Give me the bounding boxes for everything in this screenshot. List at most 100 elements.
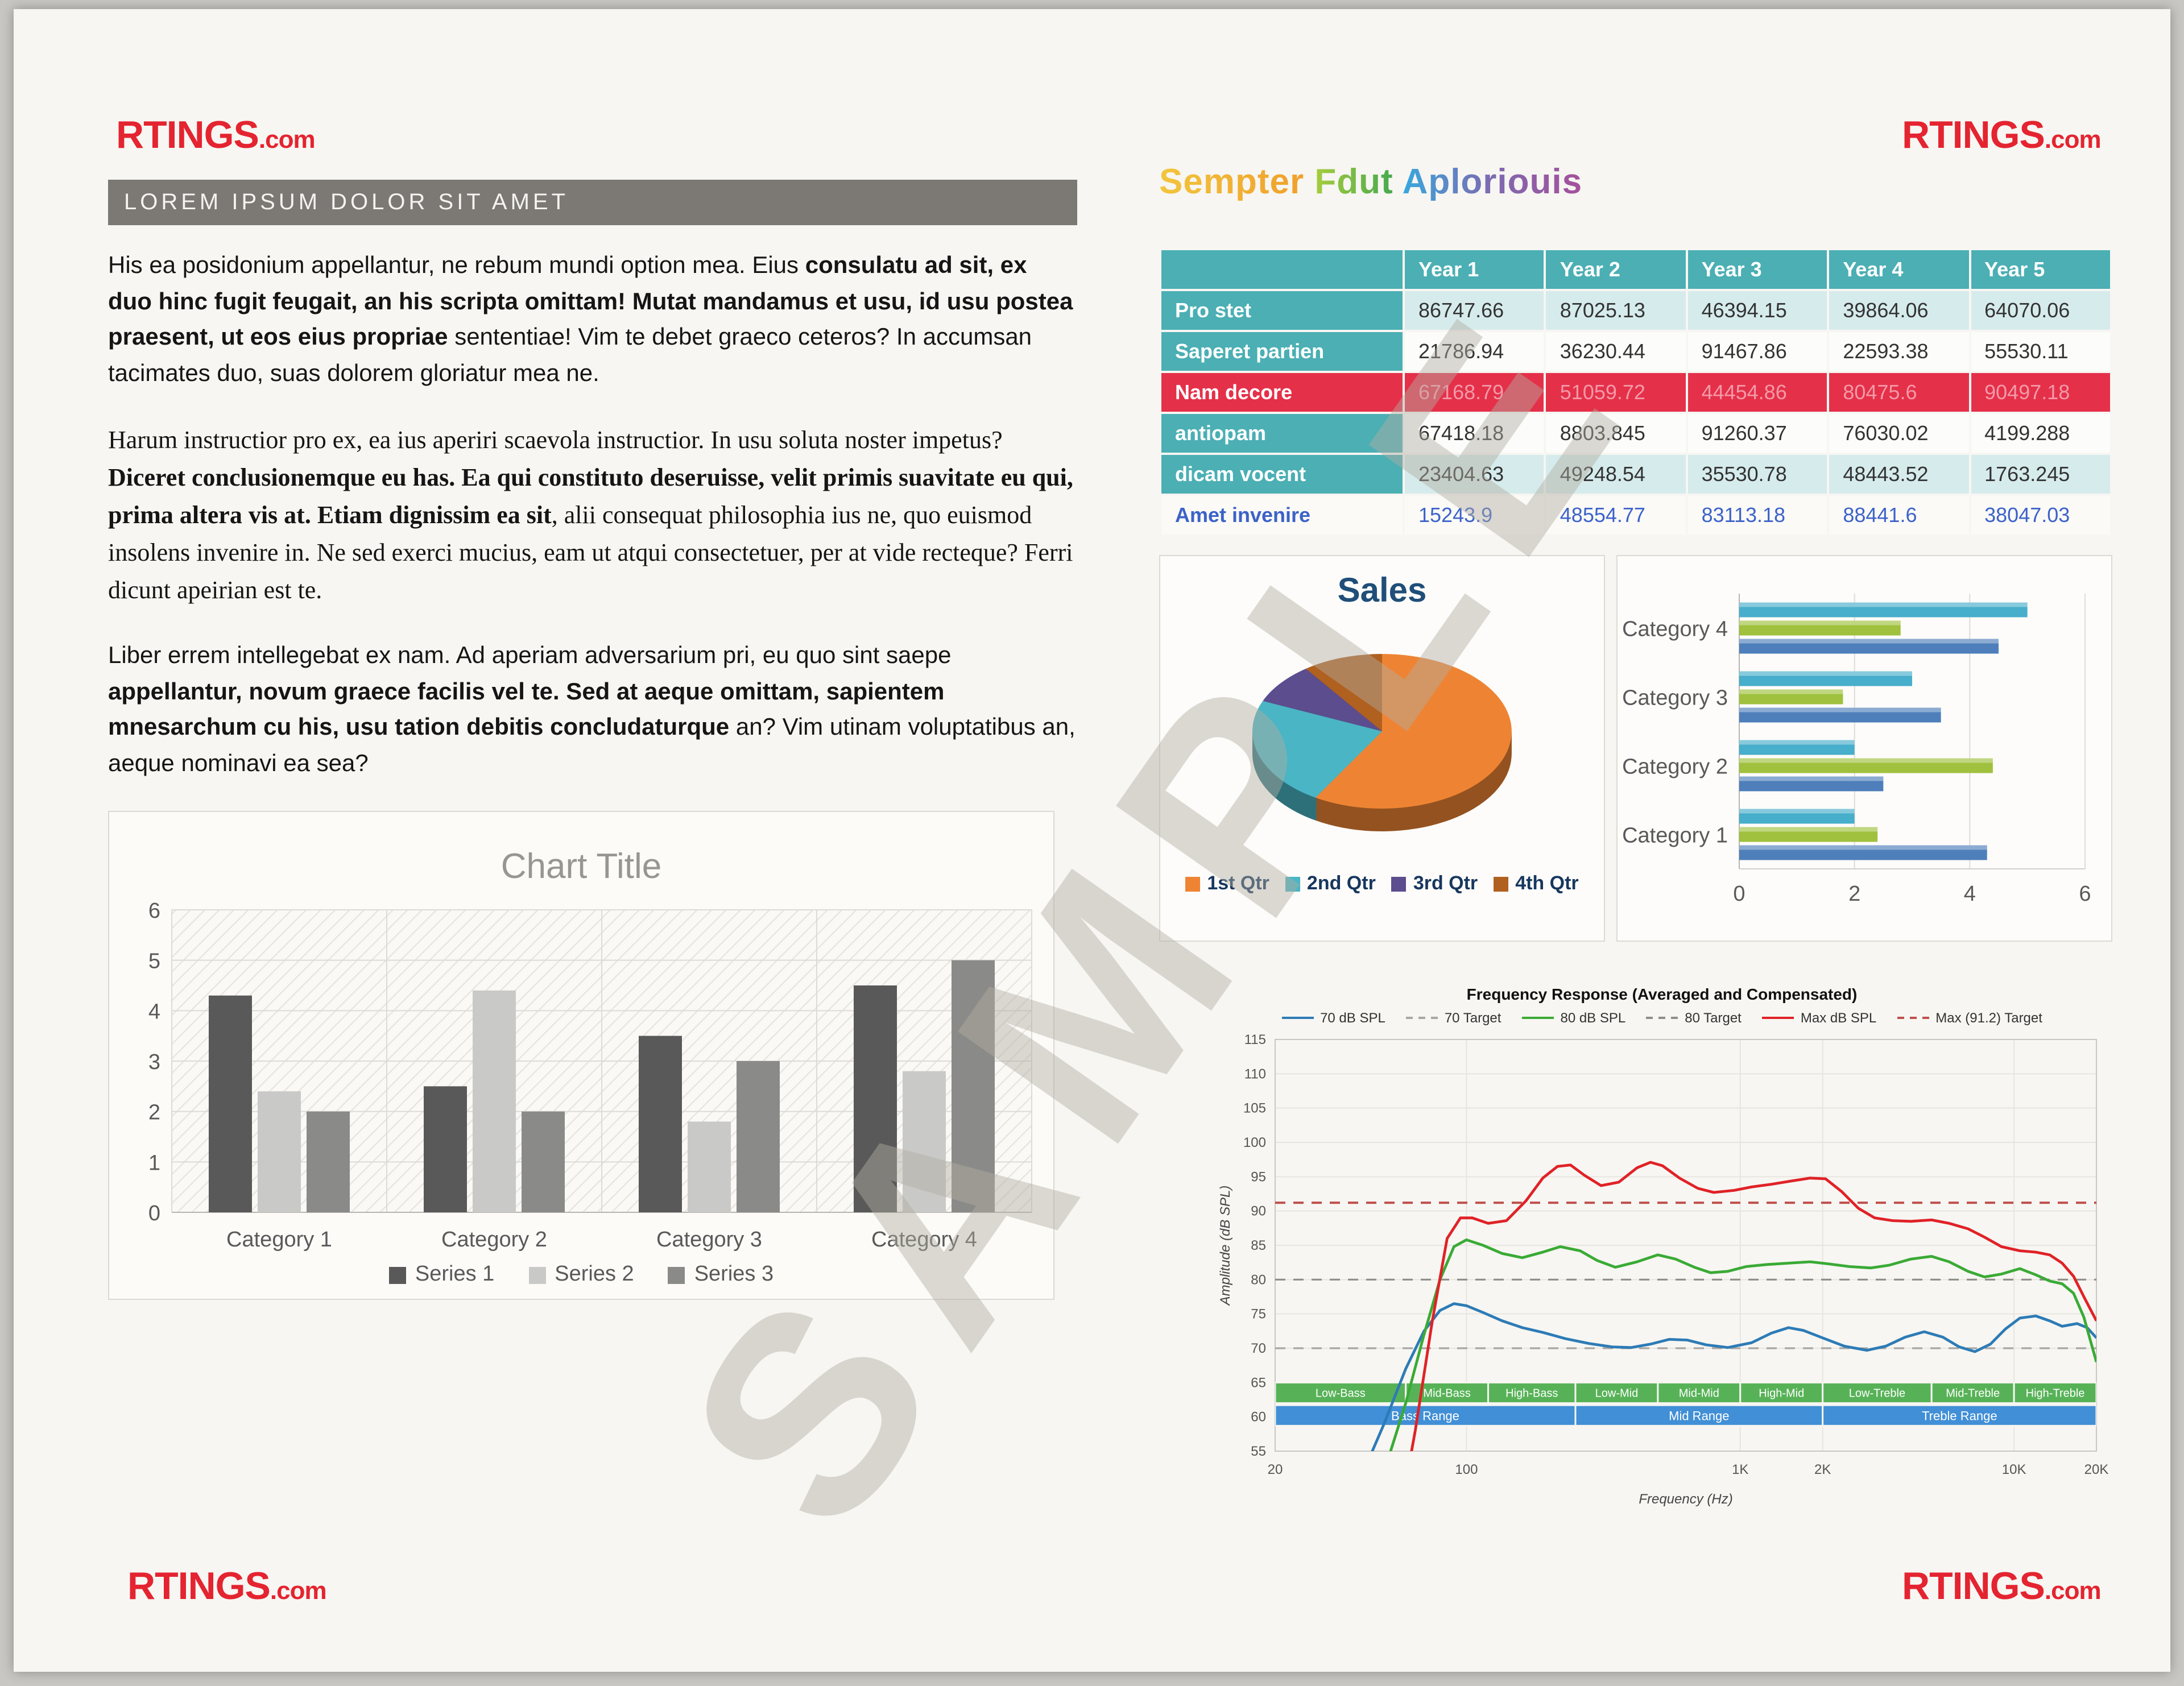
sub-band [1657,1381,1742,1405]
chart-text: High-Treble [2026,1387,2085,1399]
column-bar [307,1111,350,1212]
legend-item: 80 dB SPL [1521,1010,1625,1026]
chart-text: 6 [2079,882,2091,906]
hbar-bar [1739,707,1941,723]
sub-band [1574,1381,1659,1405]
legend-label: Series 3 [694,1262,774,1286]
legend-item: 70 Target [1405,1010,1502,1026]
hbar-bar [1739,671,1912,686]
legend-line-sample [1281,1017,1314,1019]
table-cell: 86747.66 [1402,289,1546,332]
legend-item: Max (91.2) Target [1897,1010,2042,1026]
legend-swatch [1285,876,1300,891]
column-bar [688,1121,731,1212]
column-bar [737,1061,780,1212]
legend-swatch [668,1266,685,1283]
chart-text: 75 [1251,1307,1266,1322]
table-cell: 64070.06 [1968,289,2113,332]
legend-label: 3rd Qtr [1413,872,1478,894]
freq-chart-title: Frequency Response (Averaged and Compens… [1466,985,1858,1003]
chart-text: Category 1 [226,1228,332,1252]
table-row: Amet invenire 15243.9 48554.77 83113.18 8844… [1159,494,2113,537]
table-cell: 91467.86 [1685,330,1830,373]
pie-chart-legend: 1st Qtr 2nd Qtr 3rd Qtr 4th Qtr [1160,872,1604,895]
table-cell: 38047.03 [1968,494,2113,537]
column-chart-svg: 0 1 2 3 4 5 6 Category 1 Category 2 Category 3 Cat… [148,901,1032,1252]
column-bar [424,1086,467,1212]
chart-text: Mid-Treble [1946,1387,2000,1399]
column-bar [522,1111,565,1212]
pie-slice [1316,654,1512,809]
column-header: Year 1 [1402,248,1546,291]
heading-word: Fdut [1314,161,1393,201]
text-run: , alii consequat philosophia ius ne, quo… [108,500,1073,604]
chart-text: 100 [1455,1462,1478,1477]
chart-text: 20K [2084,1462,2109,1477]
chart-text: 2 [148,1101,160,1125]
text-run: sententiae! Vim te debet graeco ceteros?… [108,324,1032,386]
column-header: Year 4 [1827,248,1971,291]
right-column: Sempter Fdut Aploriouis Year 1 Year 2 Year… [1159,123,2113,1510]
table-cell: 39864.06 [1827,289,1971,332]
series-line [1410,1161,2096,1451]
sub-band [2013,1381,2096,1405]
hbar-bar [1739,602,2028,618]
chart-text: 4 [148,1000,160,1024]
legend-swatch [1494,876,1509,891]
chart-text: Low-Mid [1595,1387,1639,1399]
legend-label: 70 Target [1444,1010,1502,1026]
hbar-bar [1739,740,1855,755]
legend-item: Max dB SPL [1761,1010,1876,1026]
chart-text: 90 [1251,1204,1266,1219]
table-cell: 46394.15 [1685,289,1830,332]
brand-name: RTINGS [127,1565,271,1608]
table-row: Saperet partien 21786.94 36230.44 91467.86 2… [1159,330,2113,373]
text-run: Liber errem intellegebat ex nam. Ad aper… [108,643,952,669]
table-cell: 8803.845 [1544,412,1688,455]
column-bar [854,985,897,1212]
chart-text: 60 [1251,1410,1266,1425]
chart-text: 80 [1251,1272,1266,1287]
table-cell: 88441.6 [1827,494,1971,537]
legend-item: 3rd Qtr [1391,872,1478,895]
table-cell: 51059.72 [1544,371,1688,414]
hbar-bar [1739,776,1884,792]
chart-text: High-Mid [1759,1387,1804,1399]
table-cell: 55530.11 [1968,330,2113,373]
chart-text: 0 [148,1202,160,1225]
row-label: dicam vocent [1159,453,1405,496]
sub-band [1930,1381,2015,1405]
hbar-bar [1739,689,1843,705]
hbar-chart-svg: 0 2 4 6 Category 1 Category 2 Category 3 Catego… [1622,594,2091,906]
legend-item: 70 dB SPL [1281,1010,1385,1026]
column-header: Year 2 [1544,248,1688,291]
brand-logo-bottom-right: RTINGS.com [1902,1565,2102,1609]
chart-text: 115 [1244,1032,1266,1047]
hbar-bar [1739,620,1901,636]
sub-band [1822,1381,1933,1405]
table-row: Pro stet 86747.66 87025.13 46394.15 39864.06… [1159,289,2113,332]
chart-text: Category 3 [1622,686,1728,710]
legend-swatch [388,1266,406,1283]
table-cell: 1763.245 [1968,453,2113,496]
chart-text: Amplitude (dB SPL) [1218,1186,1233,1307]
legend-item: Series 1 [388,1262,494,1287]
paragraph-3: Liber errem intellegebat ex nam. Ad aper… [108,638,1077,781]
table-row: Nam decore 67168.79 51059.72 44454.86 80475.… [1159,371,2113,414]
table-cell: 76030.02 [1827,412,1971,455]
chart-text: 5 [148,950,160,974]
pie-slice [1263,669,1382,731]
legend-label: Max (91.2) Target [1935,1010,2042,1026]
table-row: antiopam 67418.18 8803.845 91260.37 76030.02… [1159,412,2113,455]
chart-text: Category 3 [656,1228,762,1252]
table-cell: 22593.38 [1827,330,1971,373]
sub-band [1739,1381,1824,1405]
hbar-bar [1739,827,1878,842]
sales-pie-chart-box: Sales 1st Qtr 2nd Qtr 3rd Qtr 4th Qtr [1159,555,1605,942]
column-bar [903,1071,946,1212]
chart-text: Category 2 [441,1228,547,1252]
column-bar [473,990,516,1212]
column-chart-legend: Series 1 Series 2 Series 3 [109,1262,1053,1287]
table-cell: 23404.63 [1402,453,1546,496]
